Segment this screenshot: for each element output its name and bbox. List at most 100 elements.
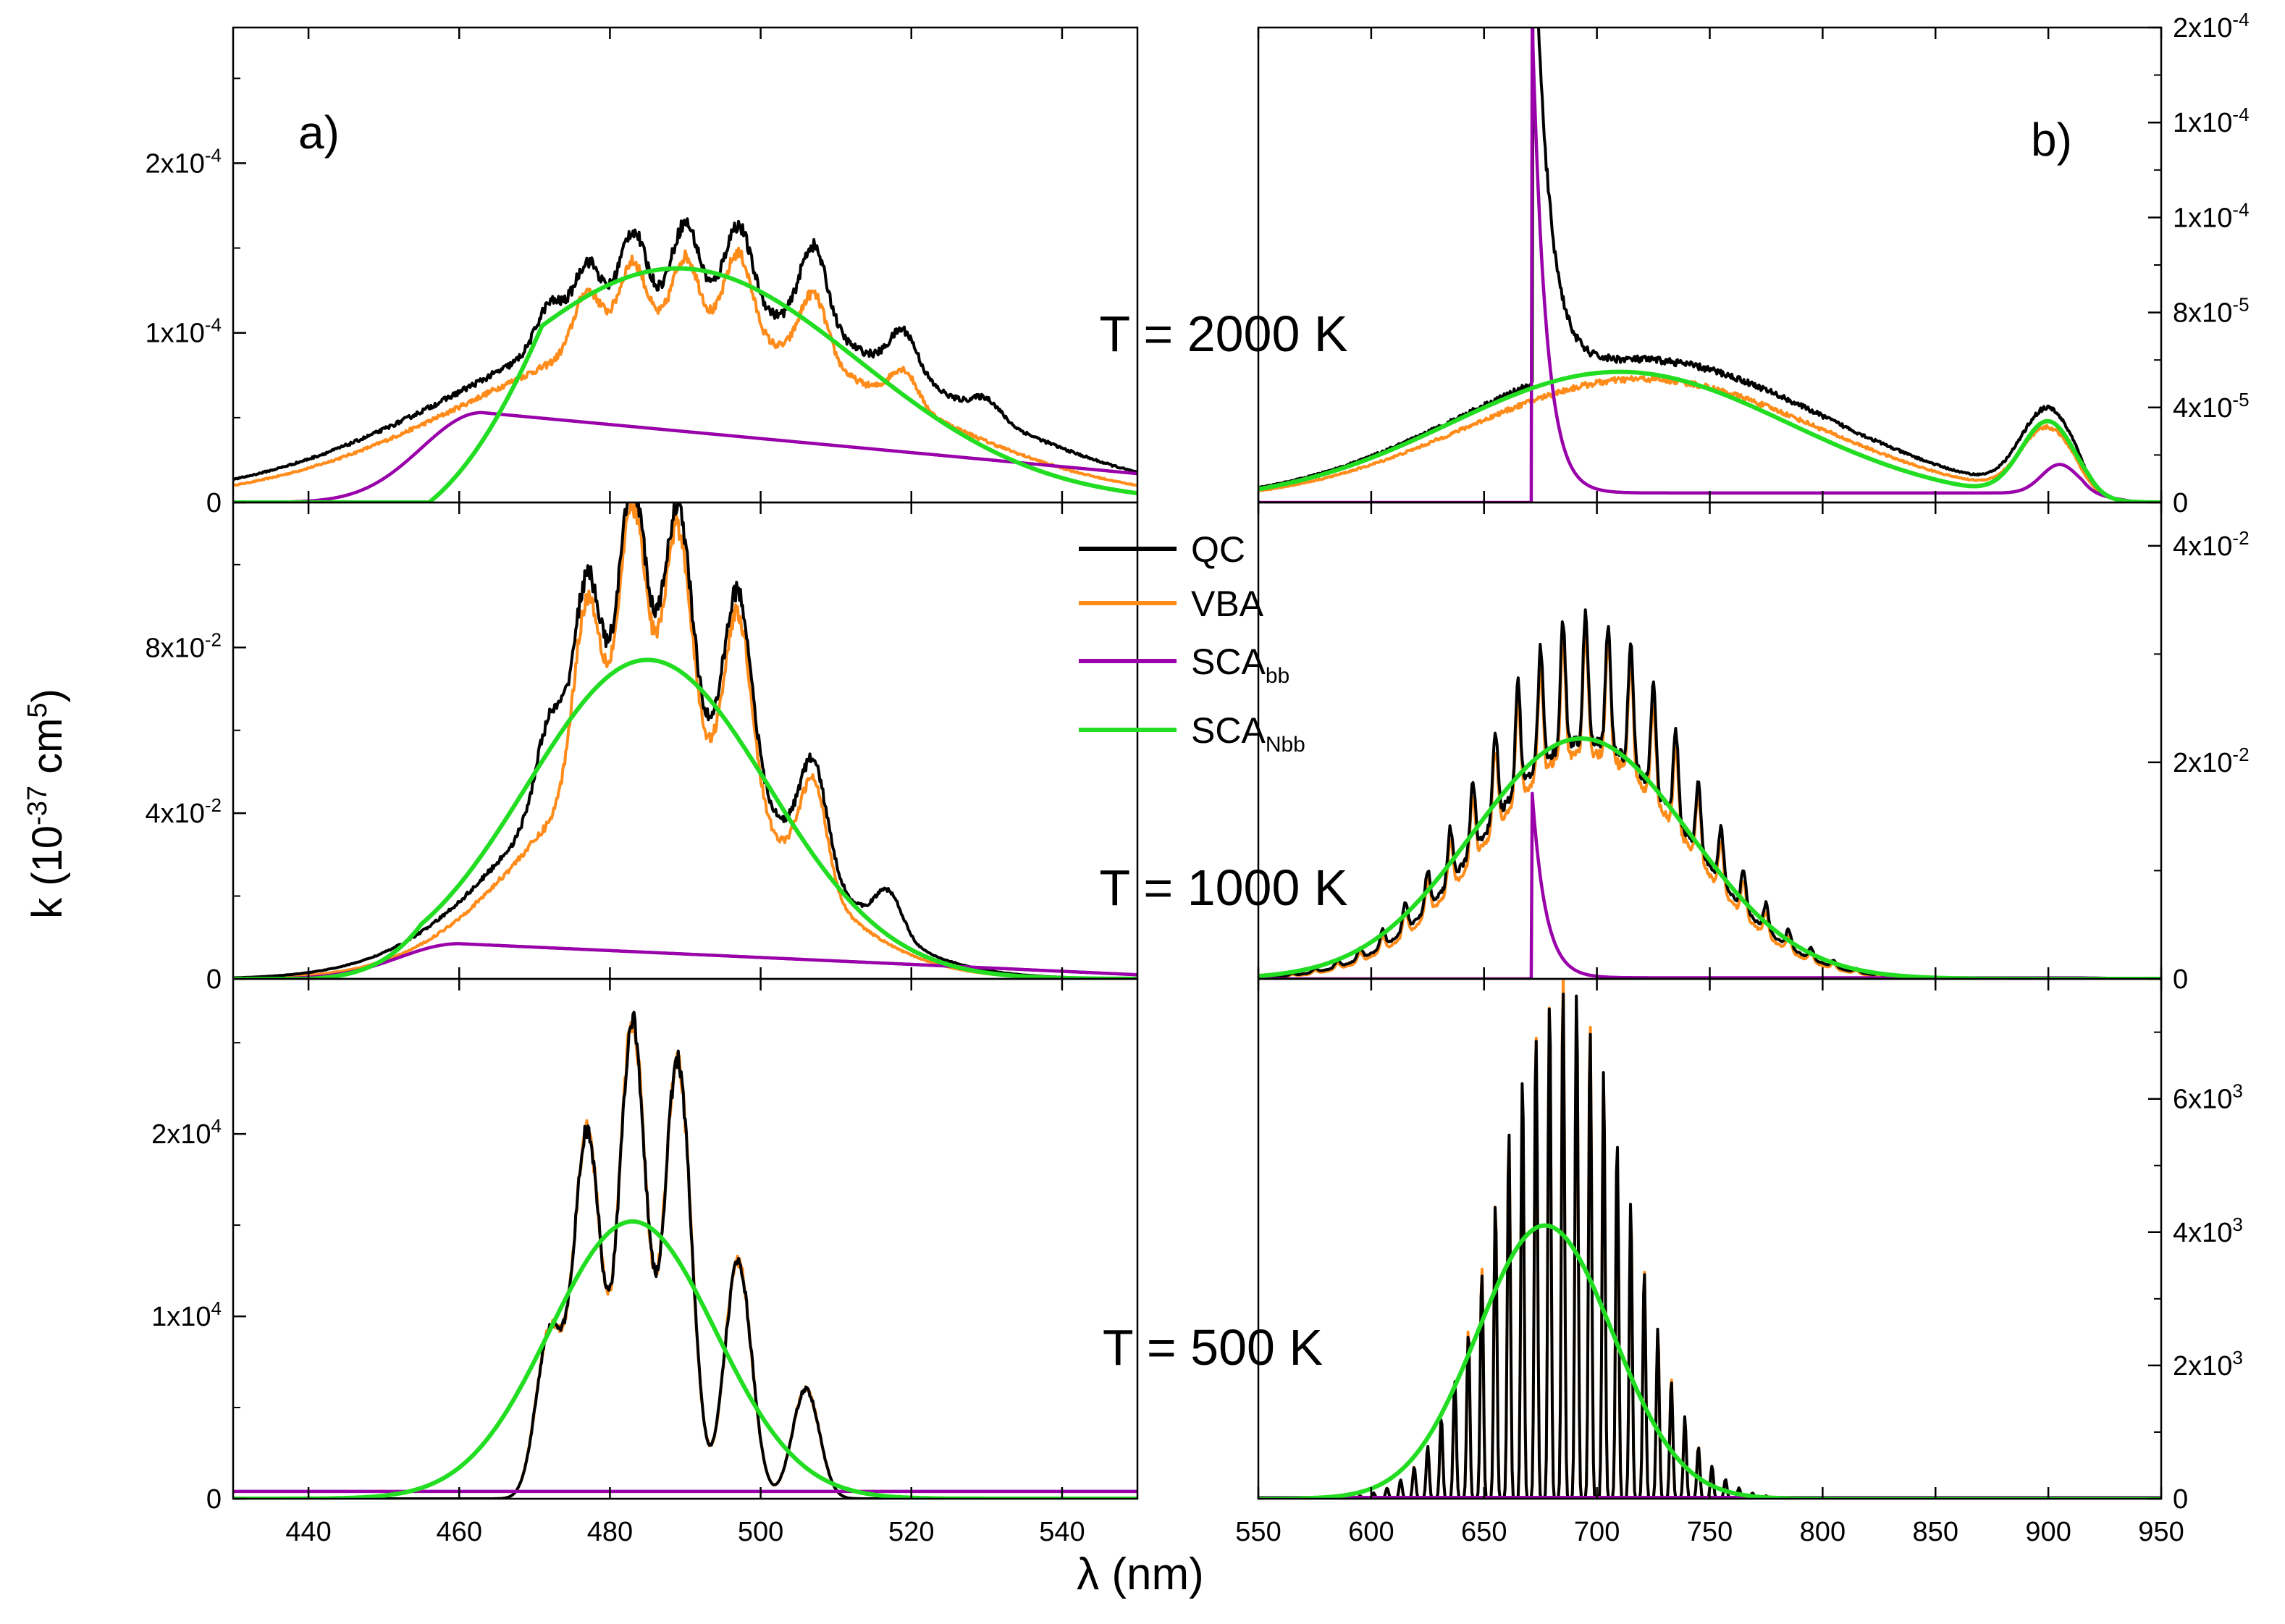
- series-vba-a-row1: [233, 246, 1137, 487]
- series-qc-a-row3: [233, 1011, 1137, 1499]
- y-tick-mantissa: 0: [2173, 488, 2188, 518]
- series-nbb-b-row1: [1258, 369, 2161, 502]
- y-axis-label: k (10-37 cm5): [22, 689, 71, 919]
- series-nbb-a-row2: [233, 657, 1137, 979]
- legend-label-nbb-sub: Nbb: [1266, 733, 1305, 757]
- y-tick-label: 0: [206, 1484, 222, 1515]
- y-tick-exponent: -4: [2232, 104, 2249, 125]
- temperature-label-1000: T = 1000 K: [1099, 859, 1347, 916]
- y-tick-label: 2x103: [2173, 1347, 2243, 1381]
- y-tick-mantissa: 1x10: [151, 1302, 211, 1332]
- y-tick-mantissa: 1x10: [145, 319, 204, 349]
- y-tick-label: 2x10-4: [2173, 9, 2250, 43]
- y-tick-label: 1x10-4: [2173, 104, 2250, 138]
- panel-frame: [232, 977, 1139, 1500]
- y-tick-label: 8x10-2: [145, 628, 222, 663]
- x-tick-label: 460: [437, 1517, 482, 1547]
- legend-label-bb-main: SCA: [1191, 641, 1266, 682]
- y-tick-mantissa: 4x10: [2173, 1218, 2232, 1248]
- y-tick-label: 2x104: [151, 1115, 222, 1150]
- panel-frame: [1257, 977, 2163, 1500]
- y-tick-mantissa: 2x10: [151, 1119, 211, 1150]
- y-label-part-a: k (10: [24, 825, 71, 919]
- y-tick-mantissa: 2x10: [145, 148, 204, 179]
- y-tick-exponent: 3: [2232, 1213, 2242, 1235]
- x-tick-label: 900: [2025, 1517, 2071, 1547]
- y-tick-label: 4x10-2: [145, 794, 222, 829]
- y-tick-exponent: -5: [2232, 294, 2249, 316]
- series-vba-b-row3: [1258, 979, 2161, 1499]
- legend-label-bb-sub: bb: [1266, 664, 1289, 688]
- y-tick-mantissa: 4x10: [2173, 531, 2232, 562]
- y-tick-label: 1x10-4: [145, 314, 222, 349]
- x-tick-label: 700: [1574, 1517, 1620, 1547]
- x-tick-label: 500: [738, 1517, 783, 1547]
- y-tick-mantissa: 6x10: [2173, 1085, 2232, 1115]
- x-tick-label: 850: [1913, 1517, 1958, 1547]
- y-tick-mantissa: 0: [2173, 964, 2188, 995]
- y-tick-mantissa: 0: [206, 1484, 222, 1515]
- x-tick-label: 520: [888, 1517, 934, 1547]
- y-tick-exponent: 4: [211, 1115, 222, 1137]
- series-bb-a-row1: [233, 411, 1137, 502]
- legend-label-bb: SCAbb: [1191, 641, 1289, 688]
- x-tick-label: 600: [1348, 1517, 1394, 1547]
- y-tick-mantissa: 0: [2173, 1484, 2188, 1515]
- y-label-part-e: ): [24, 689, 71, 702]
- legend-label-vba: VBA: [1191, 584, 1264, 624]
- series-qc-b-row1: [1258, 28, 2161, 502]
- series-nbb-a-row1: [233, 266, 1137, 502]
- series-qc-a-row1: [233, 217, 1137, 481]
- x-tick-label: 550: [1235, 1517, 1281, 1547]
- x-tick-label: 650: [1461, 1517, 1507, 1547]
- y-label-exp-b: -37: [22, 786, 53, 825]
- y-tick-exponent: -4: [2232, 9, 2249, 30]
- x-tick-label: 950: [2138, 1517, 2184, 1547]
- y-tick-label: 1x104: [151, 1297, 222, 1332]
- y-tick-exponent: -2: [205, 628, 222, 650]
- x-tick-label: 480: [587, 1517, 633, 1547]
- series-nbb-a-row3: [233, 1219, 1137, 1499]
- series-bb-b-row2: [1258, 791, 2161, 979]
- y-tick-label: 4x10-5: [2173, 389, 2250, 424]
- y-tick-label: 0: [2173, 488, 2188, 518]
- y-tick-label: 6x103: [2173, 1080, 2243, 1115]
- temperature-label-500: T = 500 K: [1103, 1319, 1323, 1376]
- y-tick-exponent: 3: [2232, 1080, 2242, 1102]
- y-tick-label: 2x10-2: [2173, 744, 2250, 778]
- temperature-label-2000: T = 2000 K: [1099, 306, 1347, 362]
- series-vba-a-row2: [233, 502, 1137, 979]
- y-tick-mantissa: 2x10: [2173, 1351, 2232, 1381]
- y-label-exp-d: 5: [22, 702, 53, 718]
- y-tick-mantissa: 4x10: [145, 799, 204, 829]
- y-tick-label: 4x103: [2173, 1213, 2243, 1248]
- series-vba-b-row2: [1258, 620, 2161, 979]
- y-tick-label: 0: [2173, 1484, 2188, 1515]
- y-tick-exponent: -5: [2232, 389, 2249, 411]
- y-tick-exponent: 4: [211, 1297, 222, 1319]
- x-tick-label: 440: [285, 1517, 331, 1547]
- plot-area: 01x10-42x10-404x10-58x10-51x10-41x10-42x…: [145, 9, 2250, 1547]
- y-label-part-c: cm: [24, 718, 71, 786]
- y-tick-mantissa: 1x10: [2173, 108, 2232, 138]
- x-tick-label: 800: [1800, 1517, 1846, 1547]
- y-tick-label: 1x10-4: [2173, 198, 2250, 233]
- legend-label-nbb: SCANbb: [1191, 710, 1305, 757]
- series-qc-a-row2: [233, 502, 1137, 979]
- y-tick-mantissa: 1x10: [2173, 203, 2232, 233]
- x-axis-label: λ (nm): [1077, 1549, 1204, 1599]
- y-tick-label: 2x10-4: [145, 144, 222, 179]
- y-tick-label: 0: [206, 488, 222, 518]
- y-tick-mantissa: 2x10: [2173, 748, 2232, 778]
- legend: QC VBA SCAbb SCANbb: [1079, 529, 1305, 757]
- series-vba-a-row3: [233, 1011, 1137, 1499]
- panel-label-a: a): [298, 106, 340, 159]
- legend-label-nbb-main: SCA: [1191, 710, 1266, 751]
- series-qc-b-row3: [1258, 993, 2161, 1499]
